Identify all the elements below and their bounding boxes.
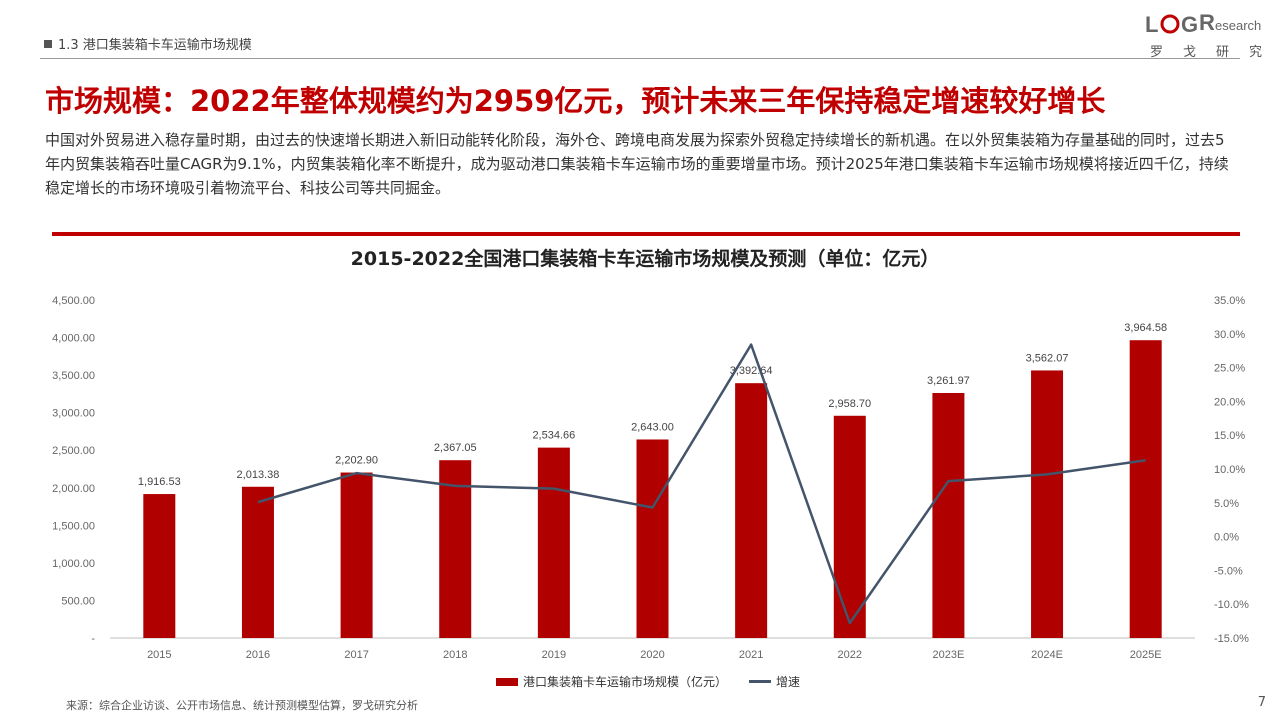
bar	[1031, 370, 1064, 638]
y-right-tick-label: -10.0%	[1214, 599, 1249, 611]
x-tick-label: 2024E	[1031, 649, 1063, 661]
page-title: 市场规模：2022年整体规模约为2959亿元，预计未来三年保持稳定增速较好增长	[45, 84, 1106, 118]
chart-title: 2015-2022全国港口集装箱卡车运输市场规模及预测（单位：亿元）	[350, 248, 940, 270]
section-header: 1.3 港口集装箱卡车运输市场规模	[44, 34, 252, 53]
bar	[537, 447, 570, 638]
bar-value-label: 2,367.05	[434, 442, 477, 454]
y-right-tick-label: 25.0%	[1214, 363, 1245, 375]
bar	[143, 494, 176, 638]
svg-text:G: G	[1181, 12, 1198, 37]
x-tick-label: 2021	[739, 649, 763, 661]
x-tick-label: 2015	[147, 649, 171, 661]
y-right-tick-label: -15.0%	[1214, 633, 1249, 645]
y-left-tick-label: 2,500.00	[52, 445, 95, 457]
legend-line-swatch	[749, 680, 772, 683]
x-tick-label: 2020	[640, 649, 664, 661]
bar	[735, 383, 768, 638]
y-right-tick-label: 35.0%	[1214, 295, 1245, 307]
y-left-tick-label: 4,000.00	[52, 333, 95, 345]
y-left-tick-label: 2,000.00	[52, 483, 95, 495]
svg-text:R: R	[1199, 10, 1215, 35]
bar	[340, 472, 373, 638]
bar	[1129, 340, 1162, 638]
source-note: 来源：综合企业访谈、公开市场信息、统计预测模型估算，罗戈研究分析	[66, 699, 418, 712]
y-left-tick-label: 1,500.00	[52, 520, 95, 532]
y-right-tick-label: 30.0%	[1214, 329, 1245, 341]
growth-line	[257, 343, 1146, 625]
section-label: 1.3 港口集装箱卡车运输市场规模	[58, 38, 252, 53]
bar	[439, 460, 472, 638]
x-tick-label: 2019	[542, 649, 566, 661]
legend-item-bar: 港口集装箱卡车运输市场规模（亿元）	[496, 673, 727, 690]
bar-value-label: 3,562.07	[1026, 352, 1069, 364]
y-right-tick-label: 5.0%	[1214, 498, 1239, 510]
bar-value-label: 2,202.90	[335, 455, 378, 467]
y-left-tick-label: 3,000.00	[52, 408, 95, 420]
bar-value-label: 1,916.53	[138, 476, 181, 488]
x-tick-label: 2025E	[1130, 649, 1162, 661]
chart-legend: 港口集装箱卡车运输市场规模（亿元） 增速	[496, 673, 822, 690]
bar-value-label: 3,261.97	[927, 375, 970, 387]
bar	[932, 392, 965, 638]
y-left-tick-label: 500.00	[61, 595, 95, 607]
header-divider	[40, 58, 1240, 59]
y-right-tick-label: 15.0%	[1214, 430, 1245, 442]
x-tick-label: 2023E	[933, 649, 965, 661]
legend-bar-label: 港口集装箱卡车运输市场规模（亿元）	[523, 675, 728, 689]
bar-value-label: 2,534.66	[532, 430, 575, 442]
legend-bar-swatch	[496, 677, 518, 686]
y-left-tick-label: -	[91, 633, 95, 645]
y-right-tick-label: 0.0%	[1214, 532, 1239, 544]
combo-chart: - 500.00 1,000.00 1,500.00 2,000.00 2,500.00 3…	[52, 295, 1249, 661]
y-right-tick-label: 20.0%	[1214, 396, 1245, 408]
svg-text:L: L	[1145, 12, 1158, 37]
y-left-tick-label: 3,500.00	[52, 370, 95, 382]
x-tick-label: 2017	[344, 649, 368, 661]
page-number: 7	[1257, 695, 1266, 710]
logo-research: L G R esearch	[1145, 10, 1261, 37]
x-tick-label: 2022	[838, 649, 862, 661]
bar	[241, 486, 274, 638]
y-left-tick-label: 4,500.00	[52, 295, 95, 307]
bullet-square-icon	[44, 39, 52, 48]
logo-chinese-name: 罗 戈 研 究	[1150, 45, 1264, 60]
x-tick-label: 2018	[443, 649, 467, 661]
bar-value-label: 2,643.00	[631, 421, 674, 433]
legend-line-label: 增速	[776, 675, 801, 689]
bar-value-label: 2,958.70	[828, 398, 871, 410]
legend-item-line: 增速	[749, 673, 800, 690]
bar	[636, 439, 669, 638]
bar-value-label: 2,013.38	[237, 469, 280, 481]
svg-text:esearch: esearch	[1215, 18, 1261, 33]
bar	[833, 415, 866, 638]
description-paragraph: 中国对外贸易进入稳存量时期，由过去的快速增长期进入新旧动能转化阶段，海外仓、跨境…	[45, 131, 1229, 197]
y-right-tick-label: 10.0%	[1214, 464, 1245, 476]
bar-value-label: 3,964.58	[1124, 322, 1167, 334]
x-tick-label: 2016	[246, 649, 270, 661]
y-right-tick-label: -5.0%	[1214, 565, 1243, 577]
red-divider	[52, 232, 1240, 236]
y-left-tick-label: 1,000.00	[52, 558, 95, 570]
